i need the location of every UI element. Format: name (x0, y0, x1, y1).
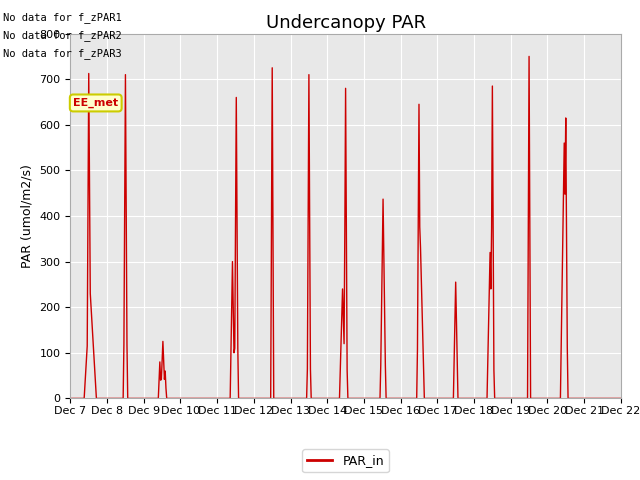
Text: EE_met: EE_met (73, 98, 118, 108)
Legend: PAR_in: PAR_in (302, 449, 389, 472)
Text: No data for f_zPAR3: No data for f_zPAR3 (3, 48, 122, 60)
Text: No data for f_zPAR2: No data for f_zPAR2 (3, 30, 122, 41)
Title: Undercanopy PAR: Undercanopy PAR (266, 14, 426, 32)
Text: No data for f_zPAR1: No data for f_zPAR1 (3, 12, 122, 23)
Y-axis label: PAR (umol/m2/s): PAR (umol/m2/s) (21, 164, 34, 268)
